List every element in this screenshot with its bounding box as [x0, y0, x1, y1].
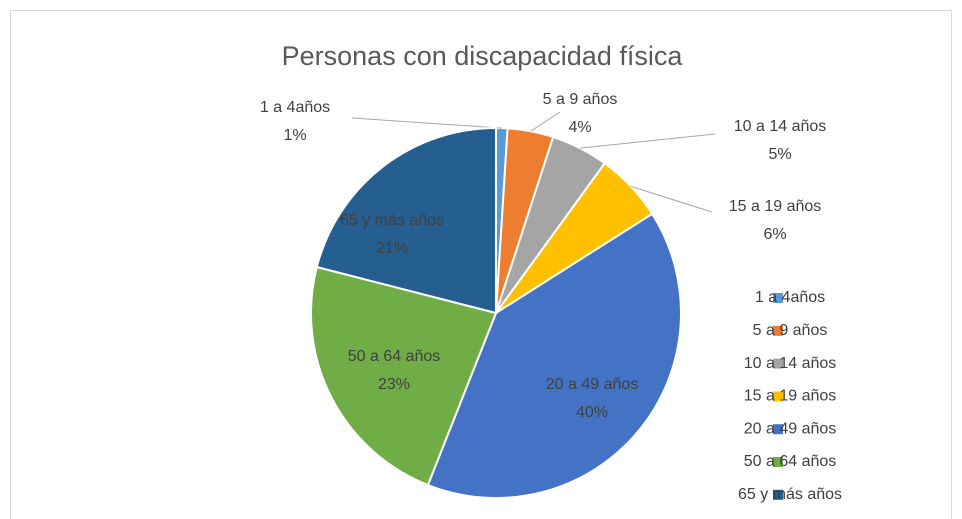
chart-title: Personas con discapacidad física: [282, 41, 684, 71]
data-label-name: 50 a 64 años: [348, 348, 441, 365]
leader-line: [579, 133, 716, 149]
legend-swatch: [773, 358, 783, 369]
legend-label: 20 a 49 años: [744, 420, 837, 437]
legend-swatch: [773, 325, 783, 336]
leader-line: [630, 185, 713, 213]
legend-swatch: [773, 457, 783, 467]
legend-label: 10 a 14 años: [744, 355, 837, 372]
legend-label: 65 y más años: [738, 486, 842, 503]
pie-slice: [426, 212, 682, 499]
data-label-value: 40%: [576, 404, 608, 421]
data-label-name: 10 a 14 años: [734, 118, 827, 135]
data-label-value: 5%: [768, 146, 791, 163]
legend-swatch: [773, 489, 783, 500]
data-label-value: 4%: [568, 119, 591, 136]
pie-slice: [315, 126, 497, 315]
pie-slice: [310, 265, 498, 487]
legend-label: 5 a 9 años: [753, 322, 828, 339]
data-label-name: 1 a 4años: [260, 99, 330, 116]
legend-swatch: [773, 391, 783, 402]
data-label-value: 23%: [378, 376, 410, 393]
legend-swatch: [773, 293, 783, 303]
legend-label: 50 a 64 años: [744, 453, 837, 470]
data-label-value: 6%: [763, 226, 786, 243]
leader-line: [530, 111, 561, 132]
legend-label: 15 a 19 años: [744, 388, 837, 405]
leader-line: [351, 117, 502, 129]
data-label-name: 20 a 49 años: [546, 376, 639, 393]
legend-swatch: [773, 424, 783, 435]
data-label-name: 15 a 19 años: [729, 198, 822, 215]
data-label-name: 5 a 9 años: [543, 91, 618, 108]
data-label-value: 1%: [283, 127, 306, 144]
legend-label: 1 a 4años: [755, 289, 825, 306]
data-label-value: 21%: [376, 240, 408, 257]
data-label-name: 65 y más años: [340, 212, 444, 229]
